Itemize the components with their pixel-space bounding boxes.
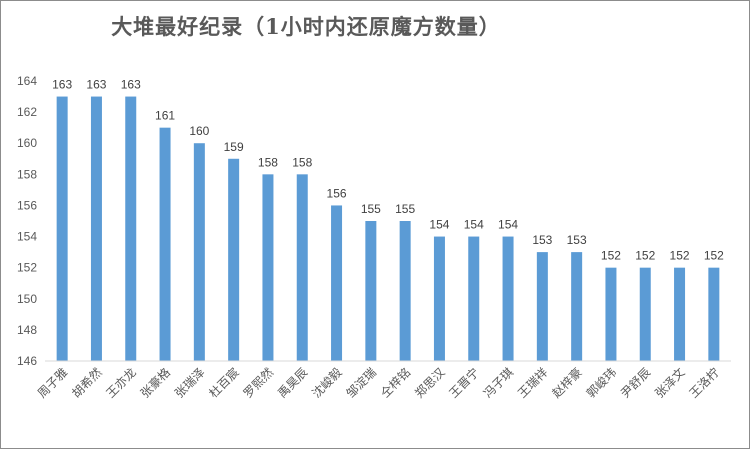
category-label: 尹舒辰 bbox=[618, 365, 653, 400]
data-label: 153 bbox=[532, 233, 552, 247]
y-tick-label: 154 bbox=[17, 230, 37, 244]
bar bbox=[193, 143, 205, 361]
bar bbox=[536, 252, 548, 361]
bar bbox=[262, 174, 274, 361]
category-label: 王瑞祥 bbox=[515, 365, 550, 400]
data-label: 163 bbox=[86, 78, 106, 92]
bar bbox=[433, 236, 445, 361]
chart-title: 大堆最好纪录（1小时内还原魔方数量） bbox=[111, 14, 501, 39]
category-label: 王亦龙 bbox=[103, 365, 139, 401]
bar bbox=[399, 221, 411, 361]
y-tick-label: 158 bbox=[17, 167, 37, 181]
category-label: 郭峻玮 bbox=[583, 365, 619, 401]
data-label: 154 bbox=[498, 218, 518, 232]
y-tick-label: 160 bbox=[17, 136, 37, 150]
data-label: 154 bbox=[464, 218, 484, 232]
bar bbox=[331, 205, 343, 361]
category-label: 仝梓铭 bbox=[377, 365, 413, 401]
data-label: 159 bbox=[224, 140, 244, 154]
category-label: 沈峻毅 bbox=[309, 365, 345, 401]
category-label: 张豪格 bbox=[137, 365, 173, 401]
y-tick-label: 146 bbox=[17, 354, 37, 368]
data-label: 153 bbox=[567, 233, 587, 247]
bar bbox=[468, 236, 480, 361]
data-label: 163 bbox=[121, 78, 141, 92]
bar bbox=[296, 174, 308, 361]
data-label: 161 bbox=[155, 109, 175, 123]
bar bbox=[605, 267, 617, 361]
category-label: 王晋宁 bbox=[446, 365, 482, 401]
y-tick-label: 150 bbox=[17, 292, 37, 306]
y-tick-label: 152 bbox=[17, 261, 37, 275]
data-label: 152 bbox=[635, 249, 655, 263]
bar bbox=[502, 236, 514, 361]
category-label: 周子雅 bbox=[34, 365, 70, 401]
data-label: 156 bbox=[327, 186, 347, 200]
bar bbox=[708, 267, 720, 361]
category-label: 罗熙然 bbox=[240, 365, 276, 401]
bar bbox=[639, 267, 651, 361]
bar bbox=[571, 252, 583, 361]
y-tick-label: 148 bbox=[17, 323, 37, 337]
bar bbox=[56, 96, 68, 362]
data-label: 152 bbox=[704, 249, 724, 263]
category-label: 张瑞泽 bbox=[172, 365, 207, 400]
category-label: 禹昊辰 bbox=[275, 365, 310, 400]
bar bbox=[125, 96, 137, 362]
category-label: 胡希然 bbox=[68, 365, 104, 401]
data-label: 163 bbox=[52, 78, 72, 92]
data-label: 155 bbox=[395, 202, 415, 216]
data-label: 160 bbox=[189, 124, 209, 138]
bar bbox=[90, 96, 102, 362]
data-label: 158 bbox=[292, 155, 312, 169]
category-label: 张泽文 bbox=[652, 365, 688, 401]
bar bbox=[365, 221, 377, 361]
data-label: 152 bbox=[670, 249, 690, 263]
category-label: 冯子琪 bbox=[481, 365, 516, 400]
data-label: 152 bbox=[601, 249, 621, 263]
y-tick-label: 164 bbox=[17, 74, 37, 88]
category-label: 王洛柠 bbox=[686, 365, 722, 401]
data-label: 154 bbox=[429, 218, 449, 232]
data-label: 158 bbox=[258, 155, 278, 169]
category-label: 杜百宸 bbox=[206, 365, 242, 401]
y-tick-label: 156 bbox=[17, 198, 37, 212]
bar bbox=[159, 127, 171, 362]
y-tick-label: 162 bbox=[17, 105, 37, 119]
category-label: 赵梓豪 bbox=[549, 365, 585, 401]
data-label: 155 bbox=[361, 202, 381, 216]
bar bbox=[674, 267, 686, 361]
category-label: 邹淀瑞 bbox=[344, 365, 379, 400]
bar bbox=[228, 158, 240, 361]
category-label: 郑思汉 bbox=[411, 365, 447, 401]
